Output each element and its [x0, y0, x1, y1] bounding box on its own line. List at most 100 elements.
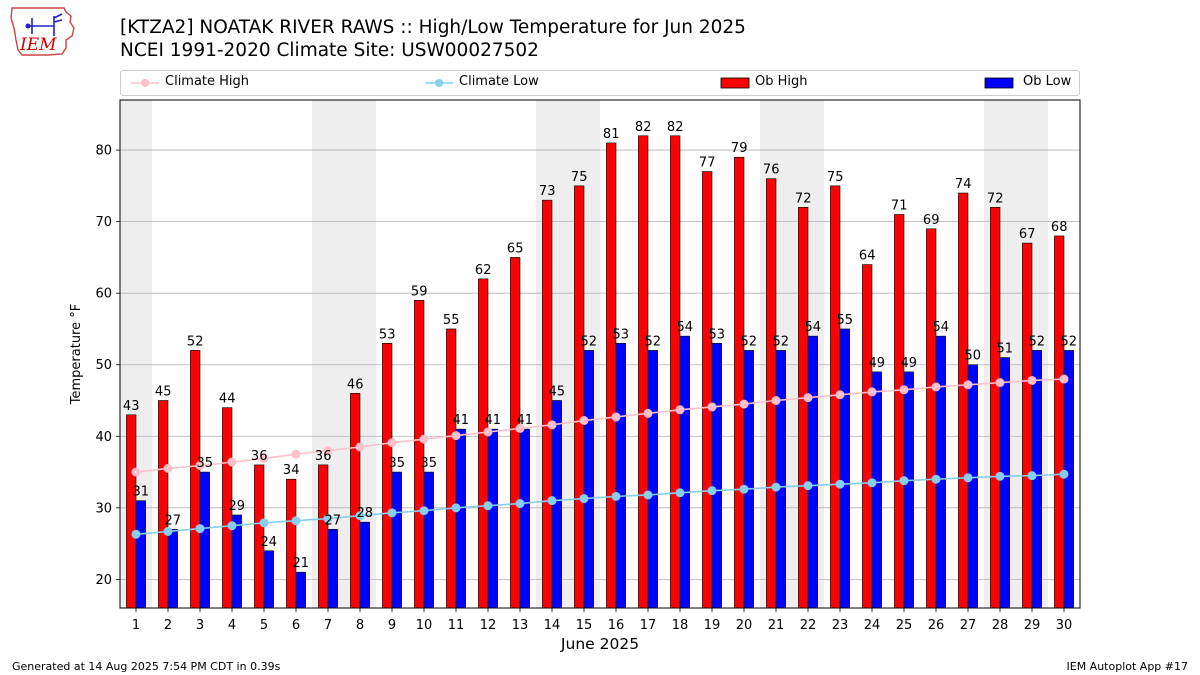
ob-low-value-label: 24: [261, 535, 278, 550]
climate-low-point: [643, 490, 653, 500]
ob-low-value-label: 55: [837, 313, 854, 328]
climate-low-point: [515, 499, 525, 509]
ob-high-value-label: 81: [603, 127, 620, 142]
ob-high-bar: [318, 464, 329, 609]
ob-high-bar: [926, 228, 937, 609]
legend: Climate High Climate Low Ob High Ob Low: [120, 70, 1080, 96]
climate-low-point: [291, 516, 301, 526]
climate-low-point: [451, 503, 461, 513]
ob-high-bar: [670, 135, 681, 609]
climate-low-point: [899, 476, 909, 486]
ob-high-value-label: 34: [283, 463, 300, 478]
x-tick-label: 1: [132, 618, 140, 633]
x-tick-label: 30: [1056, 618, 1073, 633]
ob-low-value-label: 53: [709, 327, 726, 342]
y-tick-label: 80: [95, 144, 112, 159]
y-tick-label: 20: [95, 573, 112, 588]
climate-low-point: [771, 482, 781, 492]
x-tick-label: 10: [416, 618, 433, 633]
ob-high-value-label: 69: [923, 213, 940, 228]
ob-high-bar: [798, 207, 809, 609]
ob-high-bar: [702, 171, 713, 609]
legend-label-ob-high: Ob High: [755, 74, 808, 89]
x-tick-label: 17: [640, 618, 657, 633]
ob-high-value-label: 55: [443, 313, 460, 328]
climate-high-point: [451, 431, 461, 441]
climate-low-point: [387, 508, 397, 518]
x-axis-label: June 2025: [560, 635, 639, 653]
ob-low-bar: [743, 350, 754, 609]
ob-high-bar: [478, 278, 489, 609]
climate-low-point: [995, 471, 1005, 481]
climate-high-point: [227, 457, 237, 467]
ob-low-bar: [967, 364, 978, 609]
legend-label-climate-high: Climate High: [165, 74, 250, 89]
ob-low-value-label: 35: [421, 456, 438, 471]
x-tick-label: 23: [832, 618, 849, 633]
ob-high-value-label: 65: [507, 241, 524, 256]
ob-high-bar: [414, 300, 425, 609]
ob-low-value-label: 28: [357, 506, 374, 521]
x-tick-label: 14: [544, 618, 561, 633]
ob-high-value-label: 68: [1051, 220, 1068, 235]
ob-low-value-label: 35: [197, 456, 214, 471]
ob-low-bar: [935, 335, 946, 609]
ob-high-bar: [606, 142, 617, 609]
y-tick-label: 30: [95, 501, 112, 516]
ob-high-value-label: 45: [155, 385, 172, 400]
climate-high-point: [963, 380, 973, 390]
climate-high-point: [195, 461, 205, 471]
ob-low-value-label: 45: [549, 385, 566, 400]
legend-label-climate-low: Climate Low: [459, 74, 539, 89]
climate-high-line: [135, 378, 1065, 473]
ob-low-bar: [391, 471, 402, 609]
ob-low-value-label: 52: [773, 334, 790, 349]
ob-high-value-label: 52: [187, 334, 204, 349]
climate-high-point: [995, 378, 1005, 388]
ob-low-value-label: 52: [581, 334, 598, 349]
climate-high-point: [131, 467, 141, 477]
ob-low-bar: [711, 342, 722, 609]
ob-low-bar: [135, 500, 146, 609]
y-tick-label: 70: [95, 215, 112, 230]
ob-low-bar: [1063, 350, 1074, 609]
climate-low-point: [803, 481, 813, 491]
climate-low-point: [1027, 471, 1037, 481]
ob-low-bar: [807, 335, 818, 609]
x-tick-label: 27: [960, 618, 977, 633]
generated-timestamp: Generated at 14 Aug 2025 7:54 PM CDT in …: [12, 660, 281, 673]
ob-low-bar: [327, 528, 338, 609]
ob-high-value-label: 44: [219, 392, 236, 407]
x-tick-label: 25: [896, 618, 913, 633]
climate-low-point: [355, 511, 365, 521]
climate-high-point: [643, 408, 653, 418]
ob-high-bar: [894, 214, 905, 609]
ob-low-value-label: 52: [741, 334, 758, 349]
ob-low-bar: [359, 521, 370, 609]
ob-low-value-label: 52: [645, 334, 662, 349]
climate-low-point: [1059, 469, 1069, 479]
x-tick-label: 9: [388, 618, 396, 633]
climate-high-point: [1027, 375, 1037, 385]
ob-low-value-label: 49: [869, 356, 886, 371]
climate-low-point: [323, 514, 333, 524]
ob-low-value-label: 54: [933, 320, 950, 335]
climate-low-point: [579, 494, 589, 504]
x-tick-label: 6: [292, 618, 300, 633]
ob-low-value-label: 35: [389, 456, 406, 471]
ob-low-bar: [999, 357, 1010, 609]
ob-high-value-label: 36: [251, 449, 268, 464]
ob-low-value-label: 49: [901, 356, 918, 371]
x-tick-label: 21: [768, 618, 785, 633]
ob-high-value-label: 59: [411, 284, 428, 299]
climate-high-point: [259, 453, 269, 463]
logo-text: IEM: [19, 35, 57, 55]
ob-high-value-label: 72: [987, 191, 1004, 206]
climate-high-point: [483, 427, 493, 437]
climate-high-point: [771, 396, 781, 406]
climate-low-point: [163, 526, 173, 536]
ob-high-bar: [574, 185, 585, 609]
ob-high-value-label: 75: [571, 170, 588, 185]
climate-high-point: [707, 402, 717, 412]
climate-high-point: [611, 412, 621, 422]
